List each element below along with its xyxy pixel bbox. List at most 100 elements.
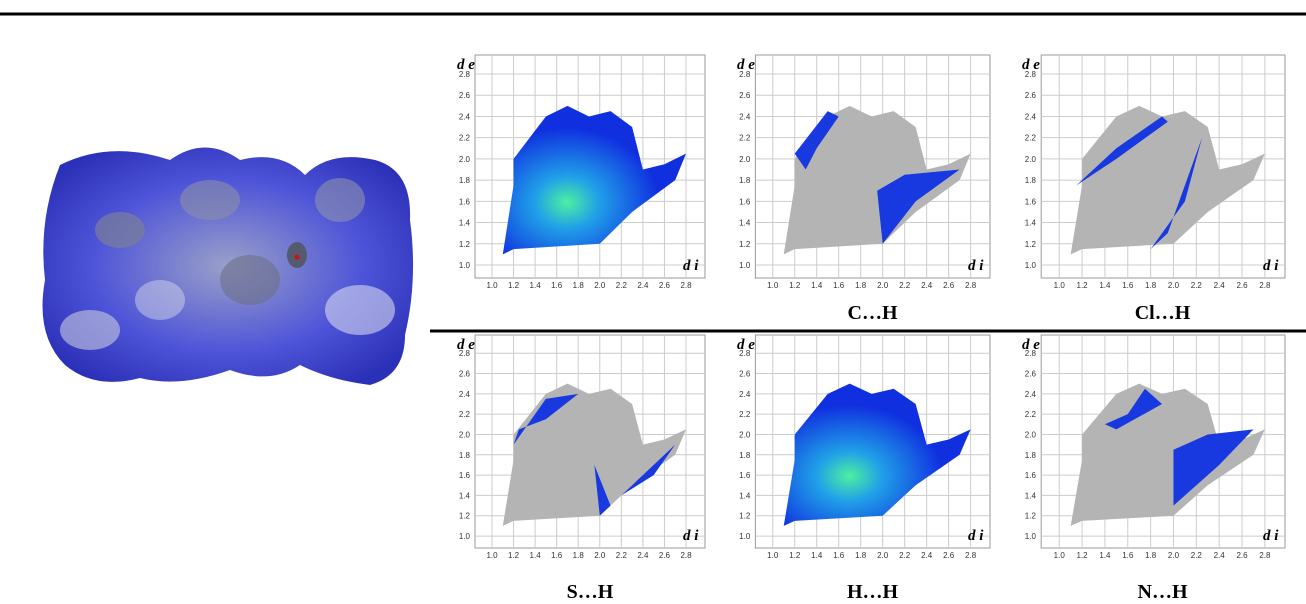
y-tick-label: 1.4 (739, 219, 751, 228)
x-tick-label: 2.0 (1168, 281, 1180, 290)
x-tick-label: 1.4 (1099, 551, 1111, 560)
x-axis-label: d i (968, 258, 984, 274)
y-tick-label: 1.8 (459, 176, 471, 185)
x-tick-label: 2.2 (616, 551, 628, 560)
hirshfeld-surface (43, 148, 414, 386)
fingerprint-plot: 1.01.01.21.21.41.41.61.61.81.82.02.02.22… (1022, 55, 1285, 324)
y-tick-label: 1.0 (459, 261, 471, 270)
x-tick-label: 2.6 (943, 551, 955, 560)
x-tick-label: 2.6 (659, 551, 671, 560)
x-tick-label: 1.4 (811, 551, 823, 560)
y-tick-label: 1.0 (459, 532, 471, 541)
y-tick-label: 2.4 (1025, 390, 1037, 399)
y-tick-label: 2.6 (1025, 370, 1037, 379)
y-tick-label: 1.8 (459, 451, 471, 460)
x-tick-label: 1.8 (573, 551, 585, 560)
panel-label: S…H (567, 581, 614, 603)
x-tick-label: 2.2 (899, 281, 911, 290)
x-tick-label: 1.0 (1054, 551, 1066, 560)
y-tick-label: 2.0 (459, 430, 471, 439)
x-tick-label: 2.0 (877, 551, 889, 560)
panel-label: C…H (848, 302, 898, 324)
x-tick-label: 1.0 (767, 551, 779, 560)
fingerprint-plot: 1.01.01.21.21.41.41.61.61.81.82.02.02.22… (457, 335, 705, 603)
y-tick-label: 1.8 (1025, 451, 1037, 460)
y-tick-label: 1.2 (1025, 240, 1037, 249)
x-tick-label: 2.8 (680, 551, 692, 560)
x-tick-label: 1.6 (1122, 551, 1134, 560)
y-tick-label: 1.0 (1025, 261, 1037, 270)
y-tick-label: 2.6 (739, 370, 751, 379)
fingerprint-plot: 1.01.01.21.21.41.41.61.61.81.82.02.02.22… (737, 55, 990, 324)
y-tick-label: 1.4 (459, 491, 471, 500)
y-tick-label: 2.6 (459, 91, 471, 100)
x-tick-label: 1.2 (508, 551, 520, 560)
x-tick-label: 1.8 (1145, 281, 1157, 290)
panel-label: Cl…H (1135, 302, 1191, 324)
x-tick-label: 1.4 (811, 281, 823, 290)
x-tick-label: 1.8 (855, 551, 867, 560)
x-tick-label: 2.6 (659, 281, 671, 290)
x-tick-label: 1.6 (1122, 281, 1134, 290)
x-tick-label: 1.0 (486, 281, 498, 290)
y-axis-label: d e (737, 57, 755, 73)
y-tick-label: 1.2 (459, 240, 471, 249)
y-tick-label: 2.2 (1025, 410, 1037, 419)
y-tick-label: 1.0 (739, 532, 751, 541)
y-tick-label: 2.4 (739, 390, 751, 399)
y-tick-label: 1.2 (739, 512, 751, 521)
x-tick-label: 2.4 (637, 281, 649, 290)
x-tick-label: 2.8 (965, 551, 977, 560)
x-tick-label: 2.8 (1259, 281, 1271, 290)
x-axis-label: d i (683, 258, 699, 274)
y-tick-label: 1.4 (459, 219, 471, 228)
x-tick-label: 2.2 (899, 551, 911, 560)
y-tick-label: 1.4 (1025, 219, 1037, 228)
x-tick-label: 1.0 (486, 551, 498, 560)
y-tick-label: 2.2 (459, 410, 471, 419)
y-tick-label: 1.4 (1025, 491, 1037, 500)
y-axis-label: d e (457, 337, 475, 353)
y-tick-label: 2.0 (739, 155, 751, 164)
y-tick-label: 2.2 (739, 134, 751, 143)
y-tick-label: 1.0 (1025, 532, 1037, 541)
x-tick-label: 1.4 (530, 281, 542, 290)
y-tick-label: 2.4 (739, 112, 751, 121)
x-tick-label: 1.2 (1077, 281, 1089, 290)
x-tick-label: 2.4 (921, 281, 933, 290)
y-tick-label: 2.2 (459, 134, 471, 143)
x-tick-label: 1.2 (789, 281, 801, 290)
x-tick-label: 2.8 (680, 281, 692, 290)
x-tick-label: 2.2 (616, 281, 628, 290)
panel-label: H…H (847, 581, 899, 603)
x-tick-label: 1.6 (551, 551, 563, 560)
y-tick-label: 2.4 (459, 112, 471, 121)
y-tick-label: 2.6 (459, 370, 471, 379)
x-tick-label: 2.6 (1236, 281, 1248, 290)
y-tick-label: 1.2 (739, 240, 751, 249)
y-axis-label: d e (1022, 337, 1040, 353)
y-tick-label: 2.4 (1025, 112, 1037, 121)
y-tick-label: 1.0 (739, 261, 751, 270)
x-tick-label: 1.8 (1145, 551, 1157, 560)
y-tick-label: 2.0 (459, 155, 471, 164)
y-tick-label: 1.8 (1025, 176, 1037, 185)
y-tick-label: 1.2 (459, 512, 471, 521)
y-tick-label: 2.4 (459, 390, 471, 399)
y-tick-label: 1.4 (739, 491, 751, 500)
x-axis-label: d i (683, 528, 699, 544)
fingerprint-plot: 1.01.01.21.21.41.41.61.61.81.82.02.02.22… (737, 335, 990, 603)
x-tick-label: 1.4 (1099, 281, 1111, 290)
y-tick-label: 1.8 (739, 176, 751, 185)
x-tick-label: 1.6 (833, 551, 845, 560)
x-axis-label: d i (1263, 258, 1279, 274)
x-tick-label: 1.4 (530, 551, 542, 560)
x-tick-label: 2.4 (1214, 281, 1226, 290)
x-axis-label: d i (1263, 528, 1279, 544)
x-axis-label: d i (968, 528, 984, 544)
panel-label: N…H (1138, 581, 1188, 603)
y-tick-label: 2.0 (739, 430, 751, 439)
x-tick-label: 2.4 (921, 551, 933, 560)
y-tick-label: 1.6 (1025, 471, 1037, 480)
y-tick-label: 2.6 (739, 91, 751, 100)
